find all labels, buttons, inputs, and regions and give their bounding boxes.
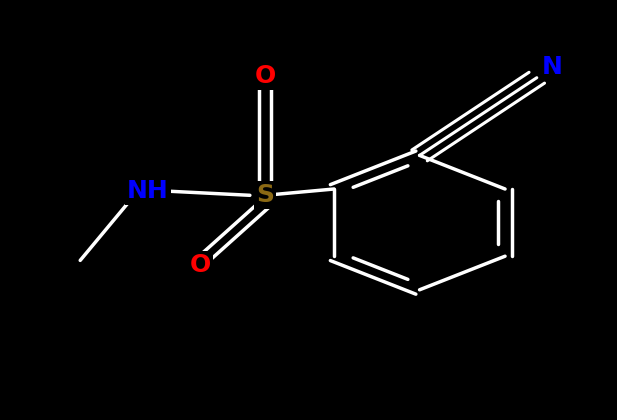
Text: O: O	[255, 63, 276, 88]
Text: S: S	[256, 183, 275, 207]
Text: N: N	[542, 55, 563, 79]
Text: NH: NH	[127, 179, 169, 203]
Text: O: O	[190, 252, 211, 277]
